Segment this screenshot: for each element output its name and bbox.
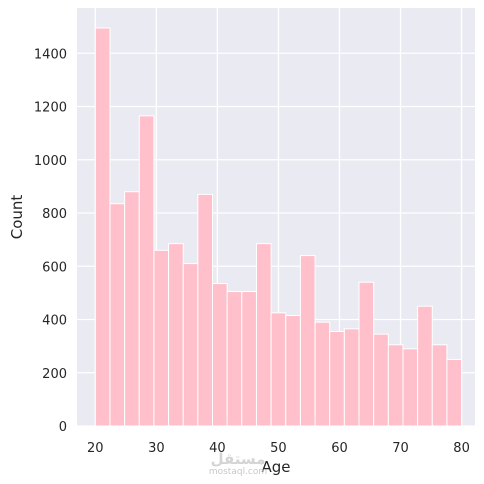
y-tick-label: 1000 xyxy=(34,154,67,169)
y-tick-label: 400 xyxy=(42,314,67,329)
y-tick-label: 600 xyxy=(42,260,67,275)
histogram-bar xyxy=(446,358,463,427)
histogram-bar xyxy=(314,321,331,427)
y-tick-labels: 0 200 400 600 800 1000 1200 1400 xyxy=(34,47,67,435)
histogram-bar xyxy=(270,312,287,427)
histogram-bar xyxy=(402,348,419,427)
x-tick-label: 50 xyxy=(270,441,287,456)
histogram-bar xyxy=(373,333,389,427)
y-tick-label: 0 xyxy=(59,420,67,435)
y-tick-label: 800 xyxy=(42,207,67,222)
histogram-bar xyxy=(94,27,111,427)
histogram-bar xyxy=(182,263,199,427)
watermark-arabic: مستقل xyxy=(211,450,266,468)
histogram-bar xyxy=(197,193,214,427)
histogram-bar xyxy=(226,291,243,427)
y-tick-label: 200 xyxy=(42,367,67,382)
x-tick-labels: 20 30 40 50 60 70 80 xyxy=(87,441,470,456)
histogram-bar xyxy=(285,315,301,427)
histogram-bar xyxy=(343,328,360,427)
histogram-bar xyxy=(431,344,448,427)
x-tick-label: 70 xyxy=(392,441,409,456)
y-axis-label: Count xyxy=(8,195,26,240)
x-tick-label: 80 xyxy=(453,441,470,456)
histogram-bar xyxy=(329,330,345,427)
histogram-bar xyxy=(299,255,316,427)
y-tick-label: 1200 xyxy=(34,101,67,116)
bars xyxy=(94,27,463,427)
y-tick-label: 1400 xyxy=(34,47,67,62)
watermark-latin: mostaql.com xyxy=(209,467,267,477)
histogram-bar xyxy=(109,203,126,427)
histogram-bar xyxy=(212,283,228,427)
histogram-bar xyxy=(138,115,155,427)
histogram-bar xyxy=(417,305,433,427)
x-tick-label: 30 xyxy=(148,441,165,456)
histogram-bar xyxy=(153,249,170,427)
x-tick-label: 20 xyxy=(87,441,104,456)
x-axis-label: Age xyxy=(261,458,290,476)
histogram-bar xyxy=(168,243,184,427)
histogram-bar xyxy=(358,281,375,427)
histogram-bar xyxy=(387,344,404,427)
histogram-bar xyxy=(124,191,140,427)
x-tick-label: 60 xyxy=(331,441,348,456)
histogram-bar xyxy=(241,291,257,427)
x-tick-label: 40 xyxy=(209,441,226,456)
histogram-bar xyxy=(255,243,272,427)
